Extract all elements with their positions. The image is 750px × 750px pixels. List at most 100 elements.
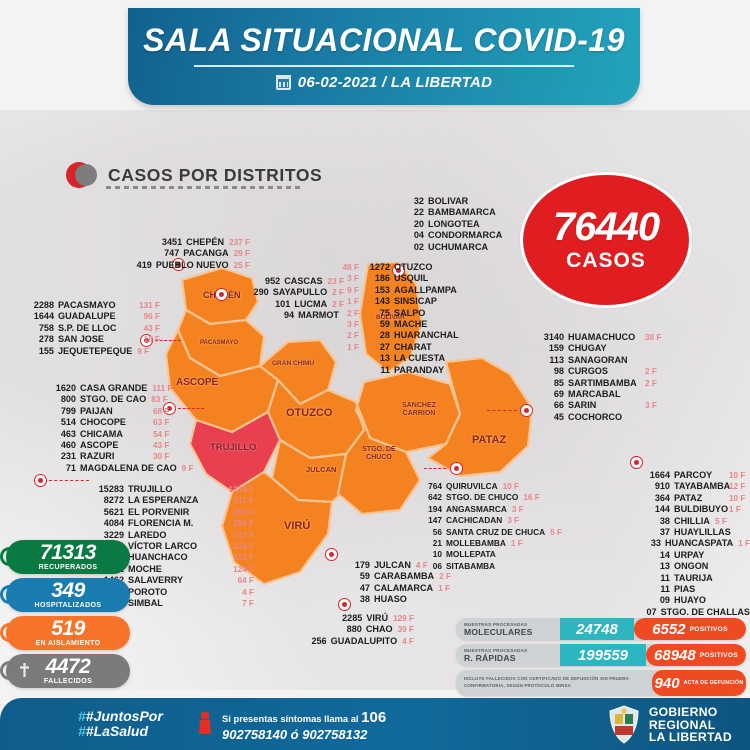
molecular-label-top: MUESTRAS PROCESADAS bbox=[464, 621, 528, 627]
district-list-pacasmayo: 2288 PACASMAYO 131 F 1644 GUADALUPE 96 F 758… bbox=[28, 300, 160, 357]
district-name: OTUZCO bbox=[394, 262, 433, 272]
district-name: HUAYLILLAS bbox=[674, 527, 731, 538]
deaths-value: 511 F bbox=[233, 496, 254, 506]
district-name: PACANGA bbox=[183, 248, 229, 259]
list-item: 463 CHICAMA 54 F bbox=[50, 429, 200, 440]
leader-line-santiago-de-chuco bbox=[424, 468, 446, 469]
district-name: PIAS bbox=[674, 584, 696, 595]
cases-value: 290 bbox=[253, 287, 269, 298]
date-bar: 06-02-2021 / LA LIBERTAD bbox=[128, 74, 640, 91]
deaths-value: 2 F bbox=[347, 308, 359, 318]
district-name: HUASO bbox=[374, 594, 407, 605]
phone-text: Si presentas síntomas llama al bbox=[222, 713, 359, 724]
cases-value: 38 bbox=[359, 594, 370, 605]
rapid-label-main: R. RÁPIDAS bbox=[464, 652, 516, 663]
note-value-group: 940 ACTA DE DEFUNCIÓN bbox=[652, 670, 746, 696]
map-label-julcan: JULCAN bbox=[306, 465, 337, 474]
district-name: SANTA CRUZ DE CHUCA bbox=[446, 526, 546, 537]
district-name: ANGASMARCA bbox=[446, 503, 507, 514]
list-item: 02 UCHUMARCA bbox=[408, 242, 528, 253]
deaths-value: 9 F bbox=[181, 463, 194, 473]
note-text: INCLUYE FALLECIDOS CON CERTIFICADO DE DE… bbox=[464, 676, 629, 688]
list-item: 06 SITABAMBA bbox=[420, 561, 590, 572]
list-item: 799 PAIJAN 68 F bbox=[50, 406, 200, 417]
deaths-value: 10 F bbox=[729, 493, 746, 503]
cases-value: 143 bbox=[374, 296, 390, 307]
list-item: 98 CURGOS 2 F bbox=[538, 366, 688, 377]
badge-hook bbox=[0, 661, 13, 680]
recuperados-value: 71313 bbox=[40, 541, 96, 565]
cases-value: 3140 bbox=[543, 332, 564, 342]
dual-circle-icon bbox=[66, 160, 98, 190]
list-item: 11 PIAS bbox=[646, 584, 750, 595]
deaths-value: 1284 F bbox=[228, 485, 255, 494]
district-name: CACHICADAN bbox=[446, 515, 503, 526]
deaths-value: 4 F bbox=[415, 561, 428, 570]
deaths-value: 96 F bbox=[143, 312, 160, 322]
district-name: BULDIBUYO bbox=[674, 504, 729, 515]
district-name: MOLLEPATA bbox=[446, 549, 496, 560]
total-cases-label: CASOS bbox=[566, 249, 646, 272]
list-item: 642 STGO. DE CHUCO 16 F bbox=[420, 492, 590, 503]
leader-line-sanchez-carrion bbox=[487, 410, 517, 411]
deaths-value: 5 F bbox=[715, 516, 727, 526]
district-name: PARCOY bbox=[674, 470, 713, 480]
recuperados-label: RECUPERADOS bbox=[38, 563, 98, 571]
list-item: 1 F 143 SINSICAP bbox=[342, 296, 462, 307]
deaths-value: 10 F bbox=[729, 471, 746, 480]
molecular-positives-label: POSITIVOS bbox=[689, 625, 728, 633]
deaths-value: 124 F bbox=[233, 564, 254, 574]
list-item: 07 STGO. DE CHALLAS bbox=[646, 607, 750, 618]
list-item: 38 CHILLIA 5 F bbox=[646, 516, 750, 527]
rapid-processed: 199559 bbox=[560, 644, 646, 666]
list-item: 2288 PACASMAYO 131 F bbox=[28, 300, 160, 311]
district-name: MAGDALENA DE CAO bbox=[80, 462, 177, 473]
deaths-value: 129 F bbox=[393, 614, 414, 623]
district-list-julcan: 179 JULCAN 4 F 59 CARABAMBA 2 F 47 CALAMARCA 1… bbox=[348, 560, 478, 606]
deaths-value: 23 F bbox=[327, 277, 344, 286]
district-name: SINSICAP bbox=[394, 296, 437, 307]
cases-value: 56 bbox=[432, 526, 442, 537]
list-item: 113 SANAGORAN bbox=[538, 355, 688, 366]
list-item: 11 PARANDAY bbox=[342, 365, 462, 376]
cases-value: 764 bbox=[428, 481, 442, 491]
deaths-value: 9 F bbox=[347, 285, 359, 295]
cases-value: 1664 bbox=[649, 470, 670, 480]
map-label-bolivar: BOLIVAR bbox=[376, 314, 405, 321]
district-name: SIMBAL bbox=[128, 598, 163, 609]
cases-value: 59 bbox=[359, 571, 370, 582]
district-name: CARABAMBA bbox=[374, 571, 435, 582]
deaths-value: 43 F bbox=[143, 323, 160, 333]
status-badge-fallecidos: 4472 FALLECIDOS bbox=[0, 654, 130, 688]
deaths-value: 3 F bbox=[645, 401, 657, 411]
deaths-value: 2 F bbox=[645, 367, 657, 377]
district-name: CHEPÉN bbox=[186, 237, 225, 247]
deaths-value: 38 F bbox=[645, 333, 662, 342]
leader-line-trujillo bbox=[49, 480, 89, 481]
district-list-santiago-de-chuco: 764 QUIRUVILCA 10 F 642 STGO. DE CHUCO 16 F … bbox=[420, 481, 590, 572]
list-item: 1620 CASA GRANDE 111 F bbox=[50, 383, 200, 394]
cases-value: 1620 bbox=[55, 383, 76, 393]
cases-value: 419 bbox=[136, 259, 152, 270]
cases-value: 278 bbox=[38, 334, 54, 345]
map-label-pacasmayo: PACASMAYO bbox=[200, 340, 239, 346]
list-item: 38 HUASO bbox=[348, 594, 478, 605]
map-pin-pacasmayo bbox=[140, 334, 153, 347]
district-name: MARMOT bbox=[298, 310, 339, 321]
cases-value: 514 bbox=[60, 417, 76, 428]
cases-value: 14 bbox=[659, 549, 670, 560]
map-label-trujillo: TRUJILLO bbox=[210, 442, 257, 453]
district-name: SAYAPULLO bbox=[272, 287, 328, 298]
cases-value: 27 bbox=[379, 341, 390, 352]
cases-value: 10 bbox=[432, 549, 442, 560]
map-label-sanchez-carrion: SANCHEZ CARRION bbox=[402, 402, 436, 417]
list-item: 21 MOLLEBAMBA 1 F bbox=[420, 538, 590, 549]
list-item: 514 CHOCOPE 63 F bbox=[50, 417, 200, 428]
district-name: ASCOPE bbox=[80, 440, 119, 451]
map-label-gran-chimu: GRAN CHIMÚ bbox=[272, 360, 315, 367]
cases-value: 13 bbox=[659, 561, 670, 572]
district-name: TRUJILLO bbox=[128, 484, 173, 494]
list-item: 364 PATAZ 10 F bbox=[646, 493, 750, 504]
cases-value: 147 bbox=[428, 515, 442, 526]
cross-icon bbox=[20, 663, 29, 677]
